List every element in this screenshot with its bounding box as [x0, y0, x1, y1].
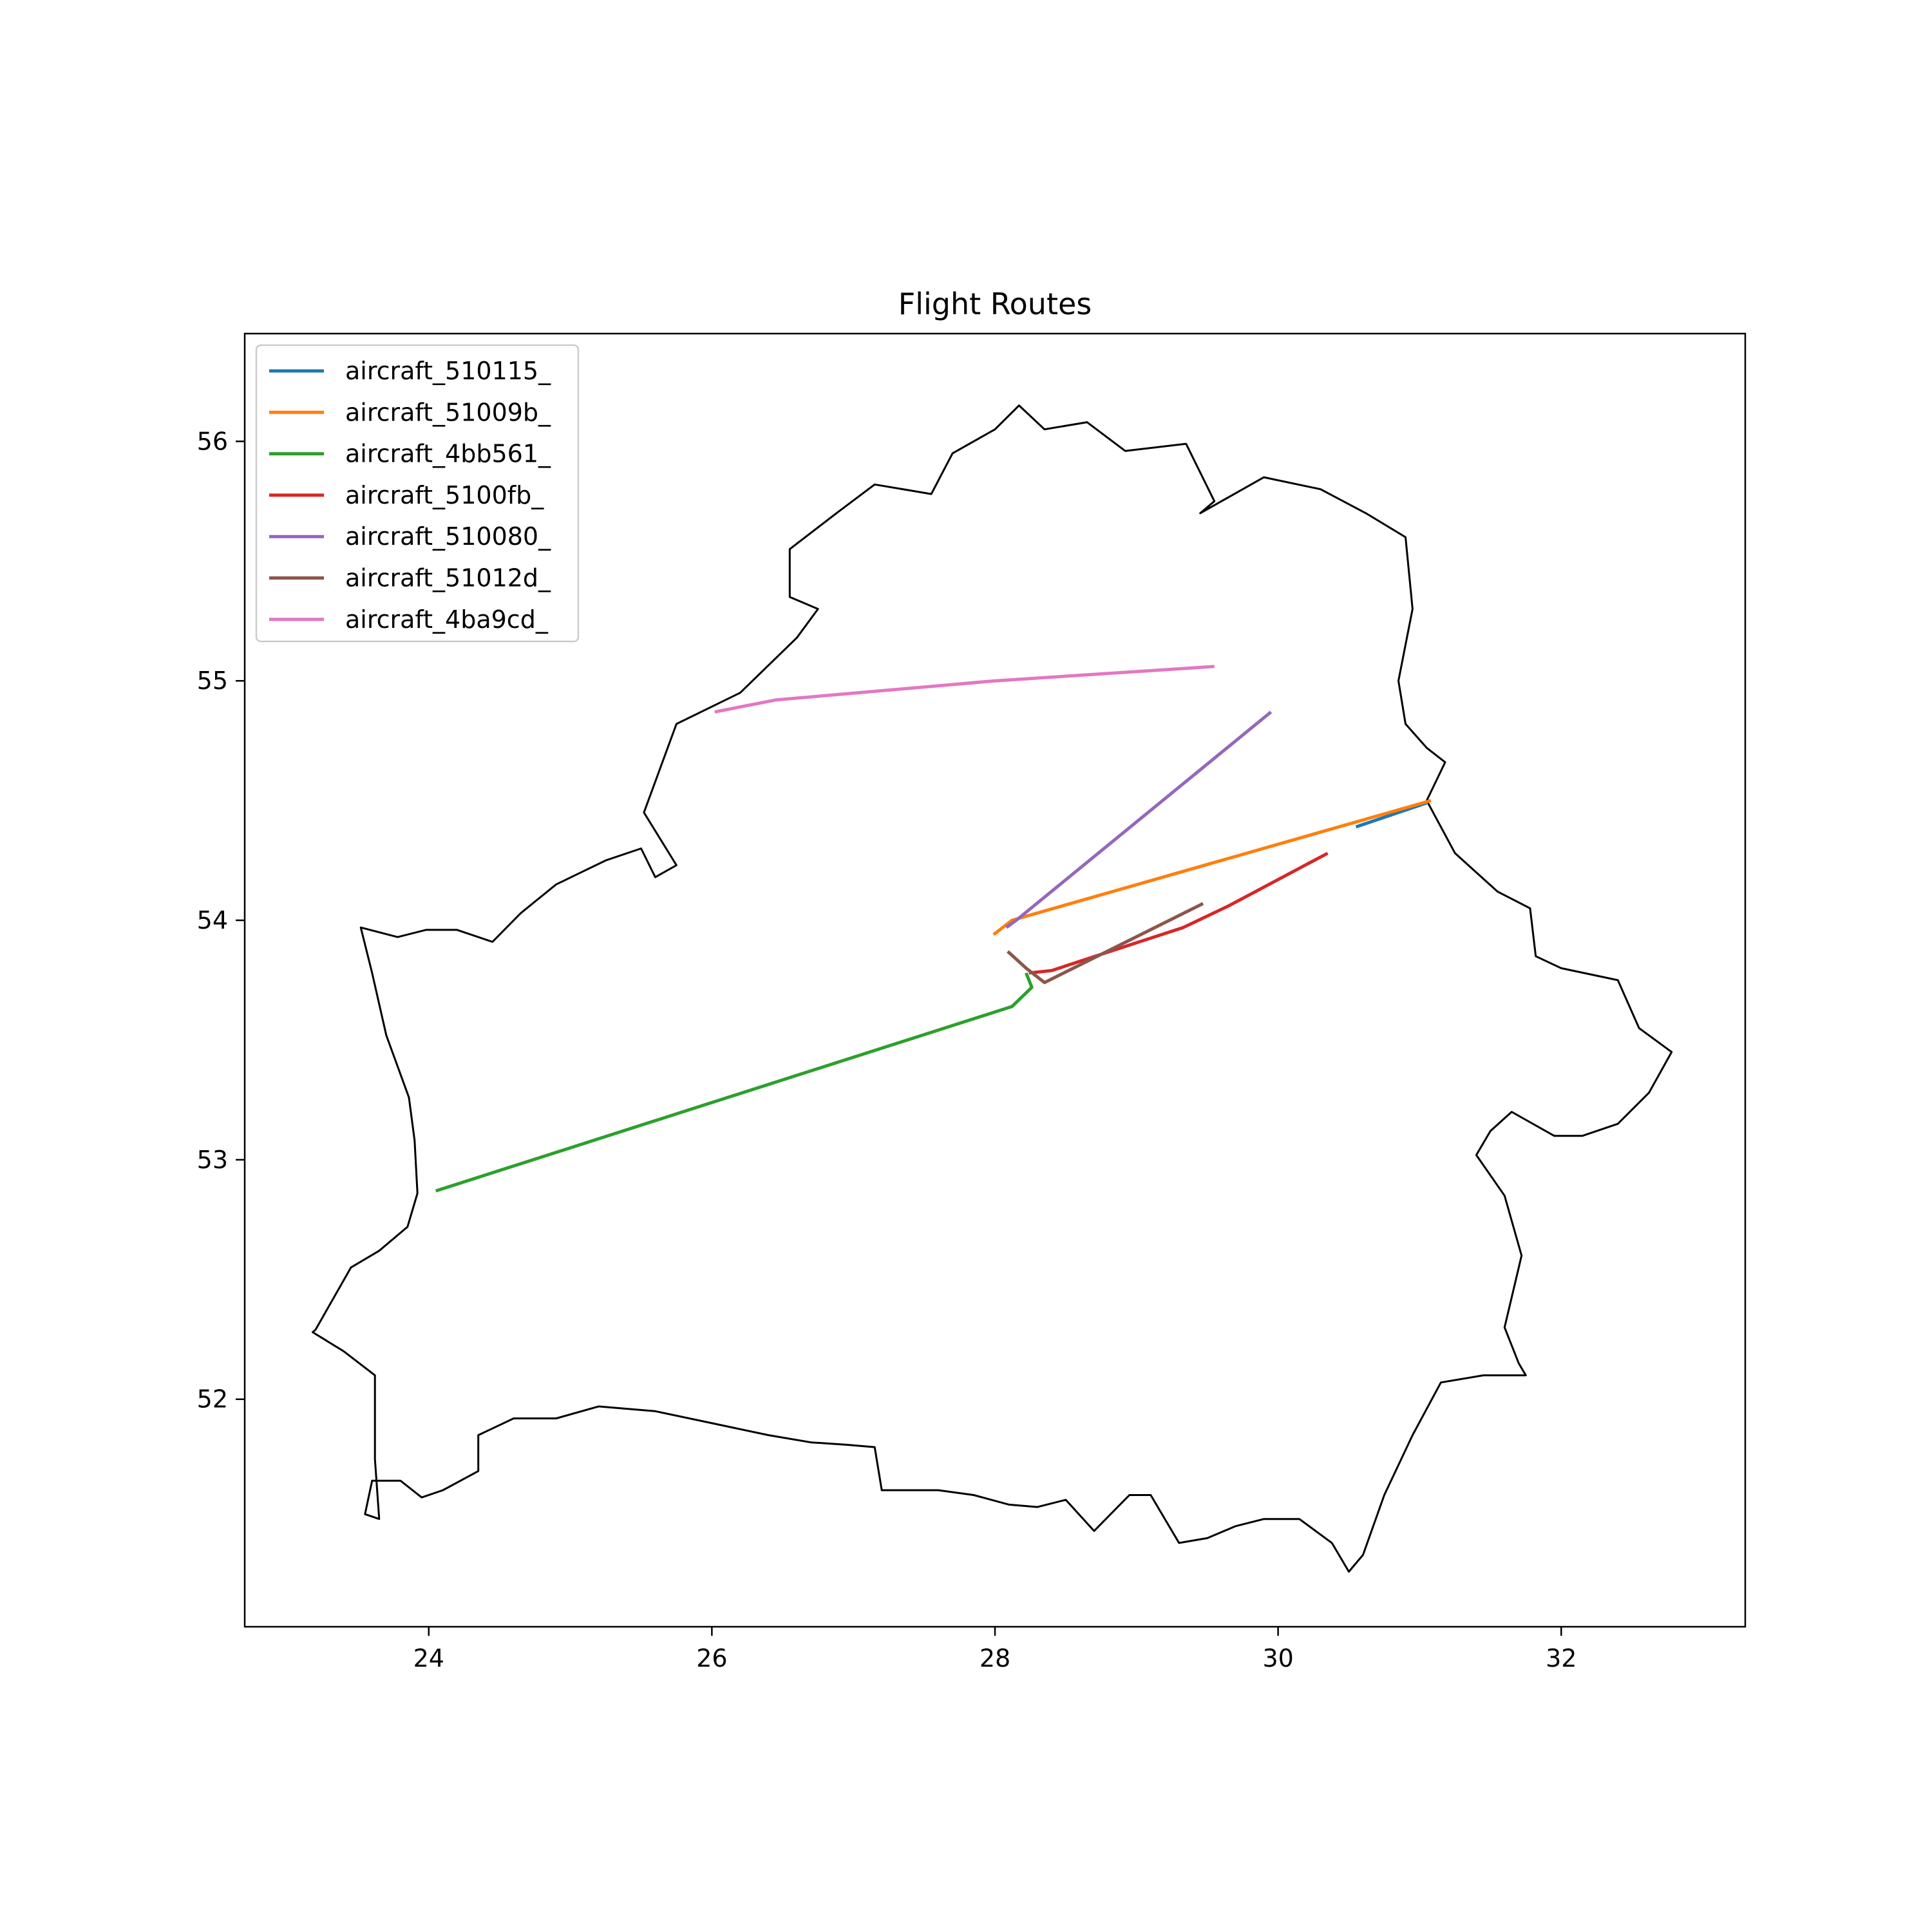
- x-tick-label: 30: [1262, 1644, 1293, 1672]
- x-tick-label: 24: [413, 1644, 444, 1672]
- y-tick-label: 55: [197, 667, 228, 695]
- y-tick-label: 52: [197, 1385, 228, 1414]
- legend-label: aircraft_51009b_: [345, 398, 551, 426]
- route-line-5: [1005, 710, 1273, 929]
- legend-label: aircraft_51012d_: [345, 564, 551, 592]
- route-line-6: [1007, 902, 1204, 985]
- x-tick-label: 28: [980, 1644, 1010, 1672]
- legend-label: aircraft_510115_: [345, 357, 551, 385]
- y-tick-label: 54: [197, 906, 228, 934]
- route-line-2: [992, 799, 1432, 936]
- y-tick-label: 53: [197, 1146, 228, 1174]
- plot-area: [312, 404, 1673, 1573]
- x-tick-label: 32: [1546, 1644, 1577, 1672]
- y-tick-label: 56: [197, 427, 228, 455]
- route-line-1: [1355, 801, 1428, 829]
- chart-title: Flight Routes: [898, 287, 1092, 321]
- legend: aircraft_510115_ aircraft_51009b_ aircraft…: [255, 344, 580, 643]
- legend-label: aircraft_5100fb_: [345, 481, 544, 509]
- legend-label: aircraft_510080_: [345, 522, 551, 551]
- legend-label: aircraft_4bb561_: [345, 440, 551, 468]
- axis-ticks: 24 26 28 30 32 52 53 54 55 56: [197, 427, 1577, 1672]
- x-tick-label: 26: [696, 1644, 727, 1672]
- legend-box: [255, 344, 580, 643]
- route-line-4: [1028, 851, 1329, 975]
- route-line-3: [435, 972, 1034, 1193]
- route-line-7: [714, 665, 1215, 714]
- legend-label: aircraft_4ba9cd_: [345, 605, 549, 634]
- country-boundary: [312, 404, 1673, 1573]
